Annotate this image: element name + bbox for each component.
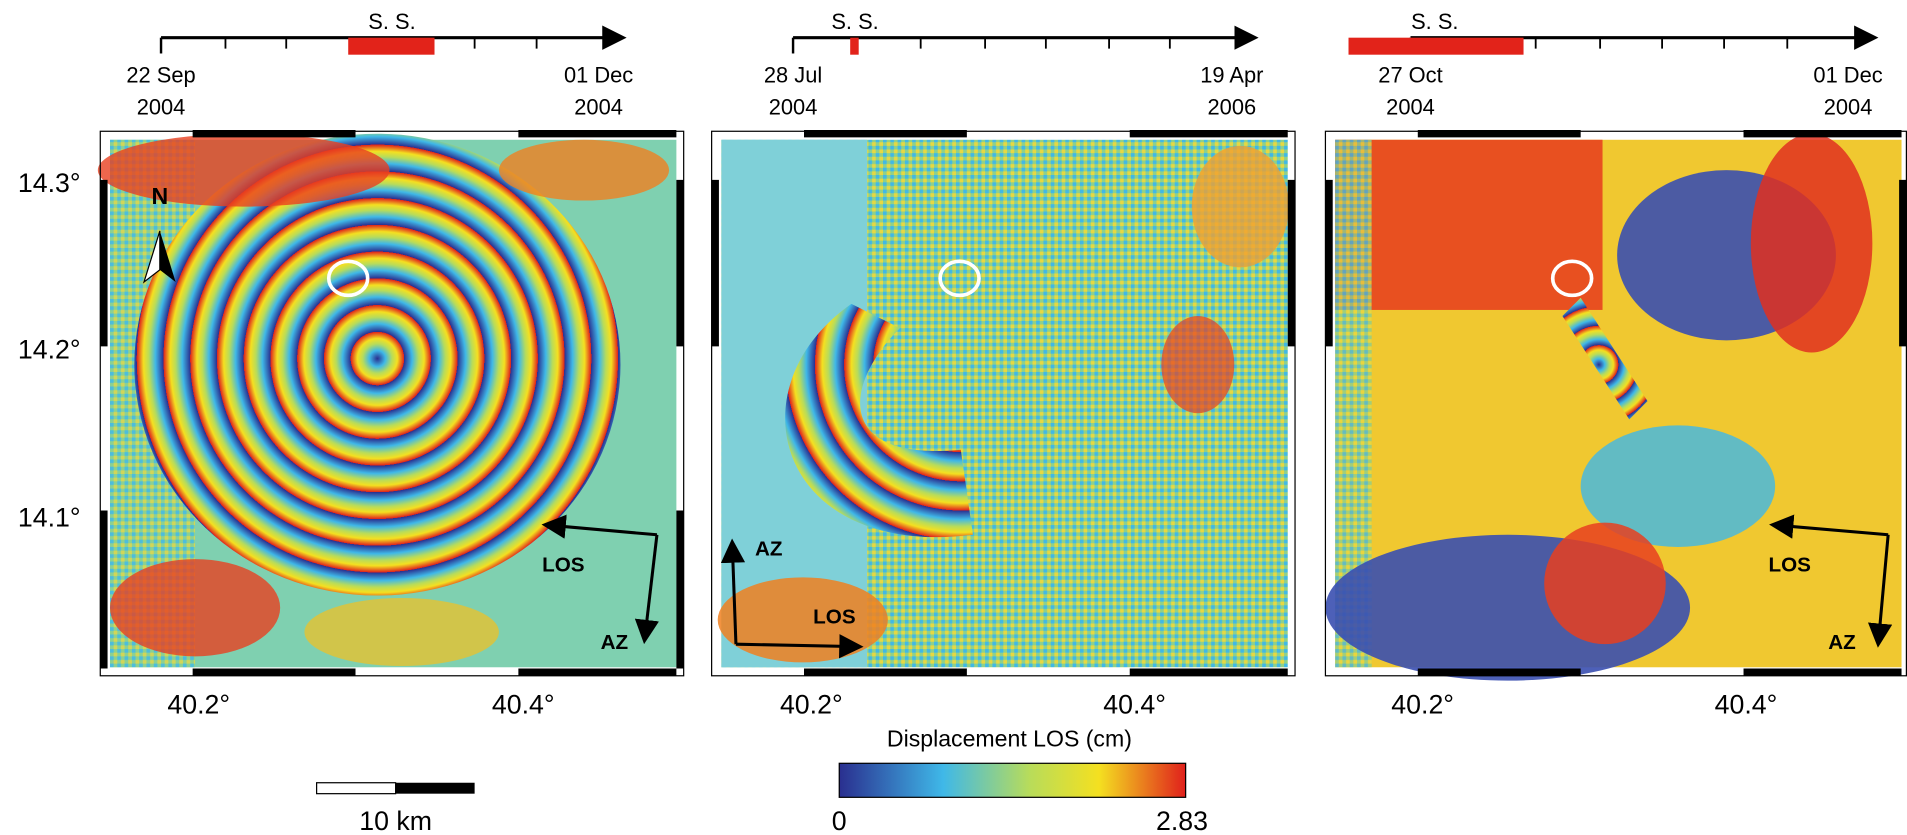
colorbar	[839, 763, 1185, 797]
sequence-bar	[1349, 38, 1524, 55]
az-label: AZ	[755, 537, 783, 560]
scale-label: 10 km	[359, 806, 432, 835]
timeline-label: S. S.	[368, 9, 415, 34]
los-label: LOS	[813, 606, 855, 629]
start-date: 27 Oct	[1378, 63, 1442, 88]
colorbar-title: Displacement LOS (cm)	[887, 725, 1132, 751]
sequence-bar	[850, 38, 859, 55]
end-date: 01 Dec	[564, 63, 633, 88]
interferogram-2	[718, 140, 1289, 667]
start-year: 2004	[769, 94, 818, 119]
interferogram-3	[1325, 134, 1901, 681]
end-year: 2004	[1824, 94, 1873, 119]
start-date: 28 Jul	[764, 63, 822, 88]
lon-label: 40.4°	[1103, 689, 1166, 719]
scale-bar	[317, 783, 396, 794]
az-label: AZ	[1828, 631, 1856, 654]
start-year: 2004	[1386, 94, 1435, 119]
end-date: 19 Apr	[1200, 63, 1263, 88]
timeline-label: S. S.	[831, 9, 878, 34]
colorbar-min: 0	[832, 806, 847, 835]
lon-label: 40.4°	[1715, 689, 1778, 719]
sequence-bar	[348, 38, 434, 55]
los-label: LOS	[542, 553, 584, 576]
lon-label: 40.2°	[780, 689, 843, 719]
end-date: 01 Dec	[1813, 63, 1882, 88]
scale-bar	[396, 783, 475, 794]
lat-label: 14.3°	[18, 168, 81, 198]
lat-label: 14.1°	[18, 502, 81, 532]
north-label: N	[151, 183, 168, 209]
end-year: 2006	[1208, 94, 1257, 119]
start-year: 2004	[137, 94, 186, 119]
lon-label: 40.4°	[492, 689, 555, 719]
colorbar-max: 2.83	[1156, 806, 1208, 835]
lon-label: 40.2°	[167, 689, 230, 719]
start-date: 22 Sep	[126, 63, 195, 88]
figure: 10 km Displacement LOS (cm) 0 2.83 S. S.…	[0, 0, 1907, 835]
lat-label: 14.2°	[18, 335, 81, 365]
end-year: 2004	[574, 94, 623, 119]
lon-label: 40.2°	[1391, 689, 1454, 719]
timeline-label: S. S.	[1411, 9, 1458, 34]
az-label: AZ	[601, 631, 629, 654]
interferogram-1	[98, 134, 677, 668]
los-label: LOS	[1768, 553, 1810, 576]
